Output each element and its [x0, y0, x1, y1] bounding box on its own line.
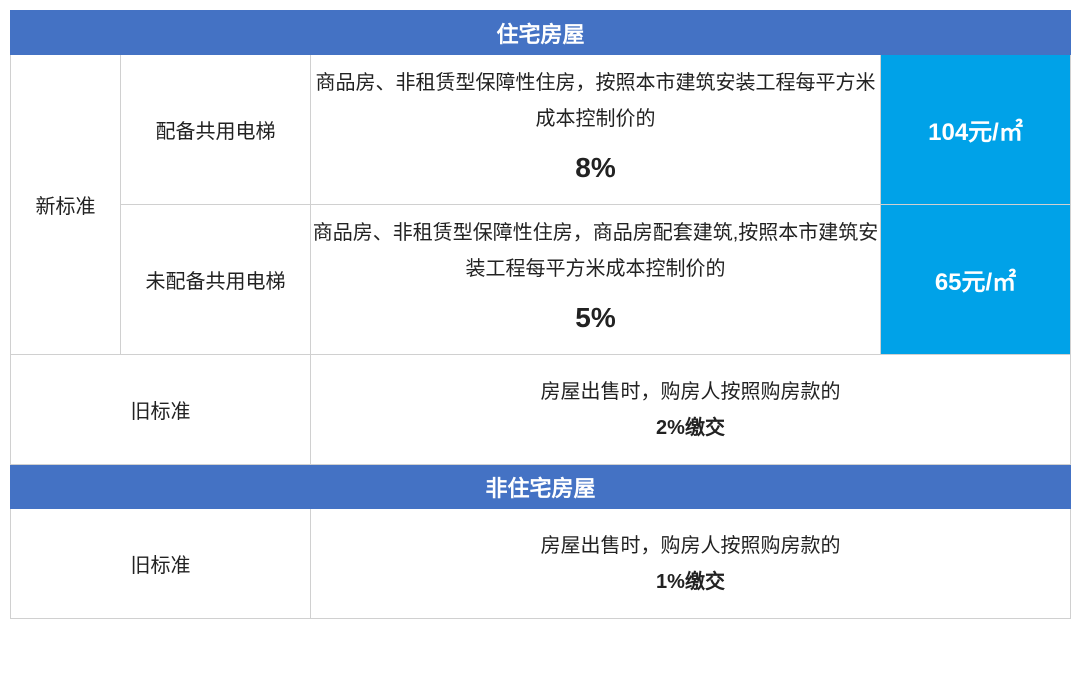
- price-cell-1: 104元/㎡: [881, 55, 1071, 205]
- new-std-row-1: 新标准 配备共用电梯 商品房、非租赁型保障性住房，按照本市建筑安装工程每平方米成…: [11, 55, 1071, 205]
- section1-old-desc-line: 房屋出售时，购房人按照购房款的: [541, 381, 841, 403]
- section2-header-row: 非住宅房屋: [11, 465, 1071, 509]
- section1-old-row: 旧标准 房屋出售时，购房人按照购房款的 2%缴交: [11, 355, 1071, 465]
- section2-old-bold: 1%缴交: [311, 564, 1070, 600]
- desc-text-1: 商品房、非租赁型保障性住房，按照本市建筑安装工程每平方米成本控制价的: [316, 72, 876, 130]
- section1-header: 住宅房屋: [11, 11, 1071, 55]
- desc-cell-2: 商品房、非租赁型保障性住房，商品房配套建筑,按照本市建筑安装工程每平方米成本控制…: [311, 205, 881, 355]
- section1-old-bold: 2%缴交: [311, 410, 1070, 446]
- section2-header: 非住宅房屋: [11, 465, 1071, 509]
- pct-1: 8%: [311, 143, 880, 193]
- section1-header-row: 住宅房屋: [11, 11, 1071, 55]
- section1-old-label: 旧标准: [11, 355, 311, 465]
- section2-old-desc-line: 房屋出售时，购房人按照购房款的: [541, 535, 841, 557]
- section2-old-label: 旧标准: [11, 509, 311, 619]
- section1-old-desc: 房屋出售时，购房人按照购房款的 2%缴交: [311, 355, 1071, 465]
- desc-text-2: 商品房、非租赁型保障性住房，商品房配套建筑,按照本市建筑安装工程每平方米成本控制…: [313, 222, 879, 280]
- elevator-label-1: 配备共用电梯: [121, 55, 311, 205]
- pct-2: 5%: [311, 293, 880, 343]
- section2-old-desc: 房屋出售时，购房人按照购房款的 1%缴交: [311, 509, 1071, 619]
- housing-standards-table: 住宅房屋 新标准 配备共用电梯 商品房、非租赁型保障性住房，按照本市建筑安装工程…: [10, 10, 1071, 619]
- price-cell-2: 65元/㎡: [881, 205, 1071, 355]
- section2-old-row: 旧标准 房屋出售时，购房人按照购房款的 1%缴交: [11, 509, 1071, 619]
- desc-cell-1: 商品房、非租赁型保障性住房，按照本市建筑安装工程每平方米成本控制价的 8%: [311, 55, 881, 205]
- elevator-label-2: 未配备共用电梯: [121, 205, 311, 355]
- new-standard-label: 新标准: [11, 55, 121, 355]
- new-std-row-2: 未配备共用电梯 商品房、非租赁型保障性住房，商品房配套建筑,按照本市建筑安装工程…: [11, 205, 1071, 355]
